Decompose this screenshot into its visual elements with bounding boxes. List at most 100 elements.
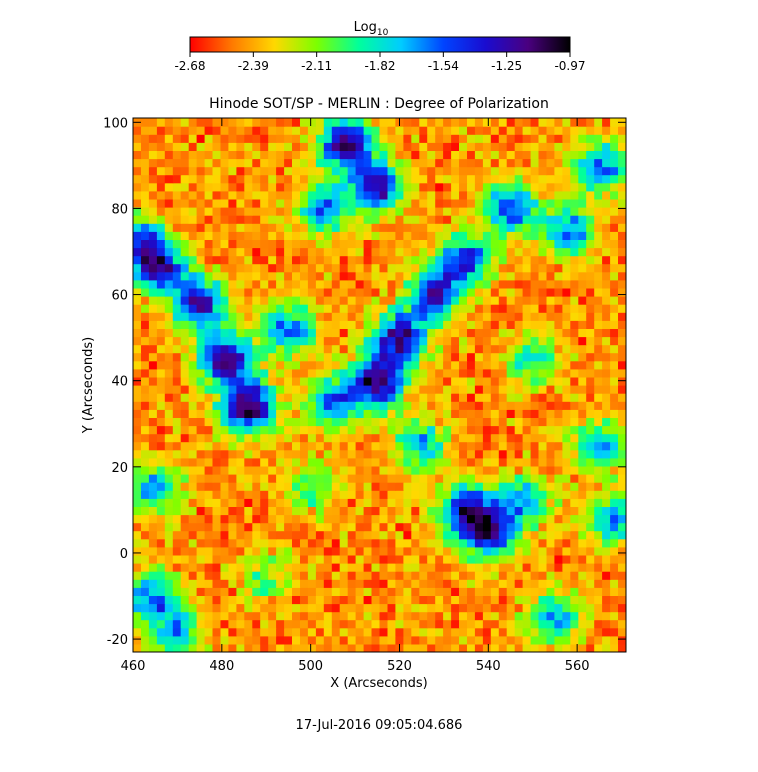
heatmap-cell: [244, 118, 253, 127]
heatmap-cell: [538, 546, 548, 556]
heatmap-cell: [133, 142, 142, 151]
heatmap-cell: [570, 627, 579, 637]
heatmap-cell: [244, 385, 253, 394]
heatmap-cell: [506, 554, 516, 564]
heatmap-cell: [379, 401, 389, 410]
heatmap-cell: [530, 506, 540, 516]
heatmap-cell: [411, 457, 420, 467]
heatmap-cell: [156, 433, 166, 443]
heatmap-cell: [427, 344, 436, 354]
heatmap-cell: [506, 530, 516, 540]
heatmap-cell: [292, 344, 301, 354]
heatmap-cell: [570, 198, 579, 208]
heatmap-cell: [403, 198, 412, 208]
heatmap-cell: [284, 579, 293, 588]
heatmap-cell: [156, 482, 166, 491]
heatmap-cell: [530, 627, 540, 637]
heatmap-cell: [459, 563, 468, 572]
heatmap-cell: [554, 643, 563, 652]
heatmap-cell: [459, 166, 468, 176]
heatmap-cell: [474, 587, 484, 596]
heatmap-cell: [522, 247, 532, 257]
heatmap-cell: [498, 401, 508, 410]
heatmap-cell: [594, 627, 603, 637]
heatmap-cell: [220, 619, 230, 629]
heatmap-cell: [252, 627, 261, 637]
heatmap-cell: [284, 279, 293, 289]
heatmap-cell: [419, 563, 428, 572]
heatmap-cell: [578, 546, 587, 556]
heatmap-cell: [276, 482, 285, 491]
heatmap-cell: [506, 425, 516, 435]
heatmap-cell: [419, 142, 428, 151]
heatmap-cell: [355, 579, 365, 588]
heatmap-cell: [204, 247, 214, 257]
heatmap-cell: [164, 182, 174, 192]
heatmap-cell: [395, 563, 404, 572]
heatmap-cell: [220, 150, 230, 160]
heatmap-cell: [164, 328, 174, 338]
heatmap-cell: [156, 546, 166, 556]
heatmap-cell: [435, 425, 444, 435]
heatmap-cell: [546, 118, 556, 127]
heatmap-cell: [307, 385, 317, 394]
heatmap-cell: [164, 352, 174, 362]
heatmap-cell: [546, 635, 556, 645]
heatmap-cell: [323, 126, 333, 135]
heatmap-cell: [148, 166, 158, 176]
heatmap-cell: [260, 376, 269, 386]
heatmap-cell: [514, 433, 524, 443]
heatmap-cell: [403, 449, 412, 459]
heatmap-cell: [546, 198, 556, 208]
heatmap-cell: [347, 207, 357, 216]
heatmap-cell: [268, 126, 277, 135]
heatmap-cell: [252, 328, 261, 338]
heatmap-cell: [538, 449, 548, 459]
heatmap-cell: [331, 158, 341, 168]
heatmap-cell: [554, 522, 563, 532]
heatmap-cell: [204, 627, 214, 637]
heatmap-cell: [315, 182, 325, 192]
heatmap-cell: [339, 627, 349, 637]
heatmap-cell: [514, 619, 524, 629]
heatmap-cell: [562, 126, 571, 135]
heatmap-cell: [141, 287, 150, 297]
heatmap-cell: [204, 417, 214, 427]
heatmap-cell: [156, 223, 166, 232]
heatmap-cell: [133, 255, 142, 265]
heatmap-cell: [514, 142, 524, 151]
heatmap-cell: [538, 182, 548, 192]
heatmap-cell: [212, 328, 222, 338]
heatmap-cell: [379, 449, 389, 459]
heatmap-cell: [172, 417, 182, 427]
heatmap-cell: [482, 118, 492, 127]
heatmap-cell: [228, 360, 237, 370]
chart-title: Hinode SOT/SP - MERLIN : Degree of Polar…: [209, 96, 549, 112]
heatmap-cell: [451, 579, 460, 588]
heatmap-cell: [292, 530, 301, 540]
heatmap-cell: [156, 360, 166, 370]
heatmap-cell: [578, 530, 587, 540]
heatmap-cell: [387, 401, 397, 410]
heatmap-cell: [578, 360, 587, 370]
heatmap-cell: [236, 344, 245, 354]
heatmap-cell: [459, 231, 468, 240]
heatmap-cell: [133, 368, 142, 378]
heatmap-cell: [379, 425, 389, 435]
heatmap-cell: [212, 215, 222, 224]
heatmap-cell: [228, 571, 237, 580]
heatmap-cell: [220, 312, 230, 321]
heatmap-cell: [148, 522, 158, 532]
heatmap-cell: [133, 223, 142, 232]
heatmap-cell: [474, 627, 484, 637]
heatmap-cell: [284, 474, 293, 483]
heatmap-cell: [514, 635, 524, 645]
heatmap-cell: [212, 603, 222, 613]
heatmap-cell: [522, 352, 532, 362]
heatmap-cell: [435, 538, 444, 548]
heatmap-cell: [530, 571, 540, 580]
heatmap-cell: [602, 522, 611, 532]
heatmap-cell: [530, 360, 540, 370]
heatmap-cell: [459, 579, 468, 588]
heatmap-cell: [172, 231, 182, 240]
